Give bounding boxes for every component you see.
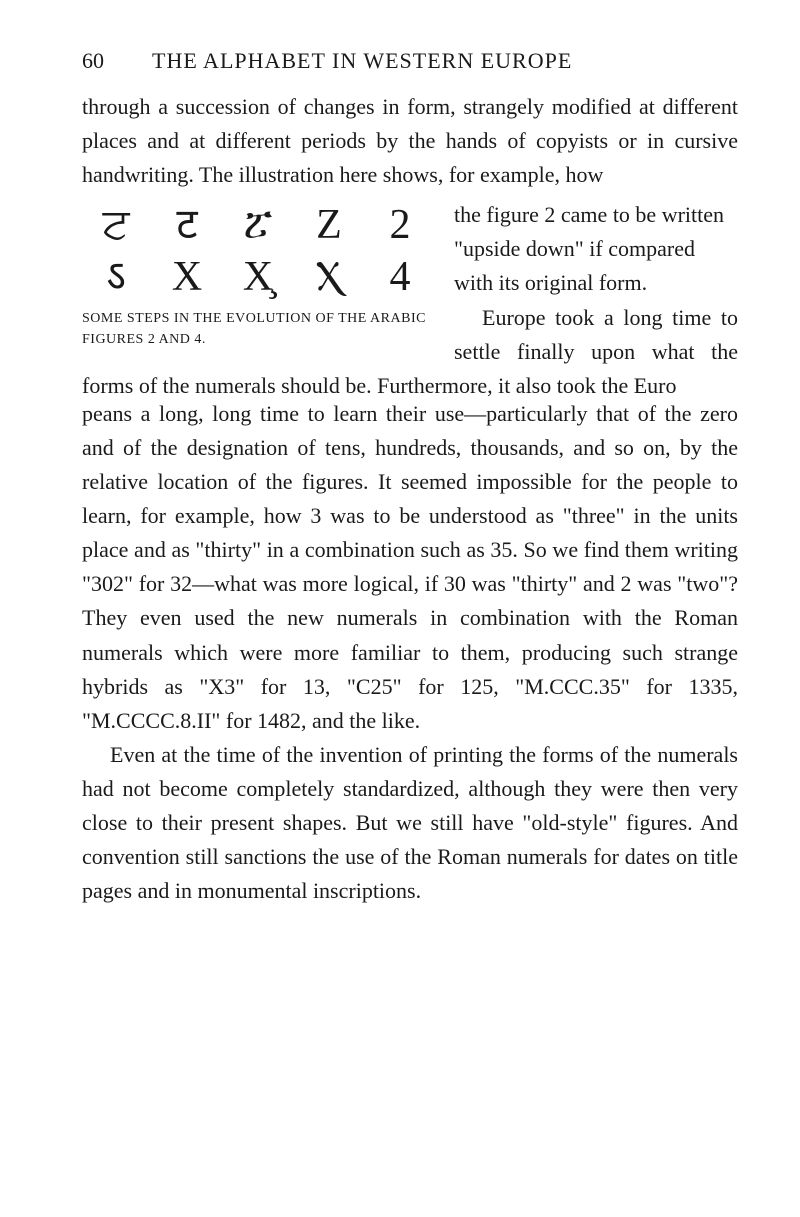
glyph-2-stage1: ਟ bbox=[86, 204, 146, 246]
glyph-4-stage2: X bbox=[157, 256, 217, 298]
glyph-4-stage3: X̧ bbox=[228, 256, 288, 298]
page-header: 60 THE ALPHABET IN WESTERN EUROPE bbox=[82, 48, 738, 74]
wrap-paragraph-1: the figure 2 came to be written "upside … bbox=[454, 202, 724, 295]
figure-and-wrap-section: ਟ ट ፘ Z 2 ऽ X X̧ Ⲭ 4 some steps in the e… bbox=[82, 198, 738, 403]
glyph-2-stage5: 2 bbox=[370, 204, 430, 246]
glyph-4-stage1: ऽ bbox=[86, 256, 146, 298]
figure-caption: some steps in the evolution of the arabi… bbox=[82, 308, 434, 350]
glyph-4-stage4: Ⲭ bbox=[299, 256, 359, 298]
glyph-row-4: ऽ X X̧ Ⲭ 4 bbox=[82, 256, 434, 298]
continuing-paragraph: peans a long, long time to learn their u… bbox=[82, 397, 738, 738]
glyph-2-stage3: ፘ bbox=[228, 204, 288, 246]
final-paragraph: Even at the time of the invention of pri… bbox=[82, 738, 738, 908]
glyph-2-stage2: ट bbox=[157, 204, 217, 246]
chapter-title: THE ALPHABET IN WESTERN EUROPE bbox=[152, 48, 572, 74]
intro-paragraph: through a succession of changes in form,… bbox=[82, 90, 738, 192]
glyph-4-stage5: 4 bbox=[370, 256, 430, 298]
numeral-evolution-figure: ਟ ट ፘ Z 2 ऽ X X̧ Ⲭ 4 some steps in the e… bbox=[82, 204, 434, 350]
glyph-2-stage4: Z bbox=[299, 204, 359, 246]
glyph-row-2: ਟ ट ፘ Z 2 bbox=[82, 204, 434, 246]
page-number: 60 bbox=[82, 48, 104, 74]
